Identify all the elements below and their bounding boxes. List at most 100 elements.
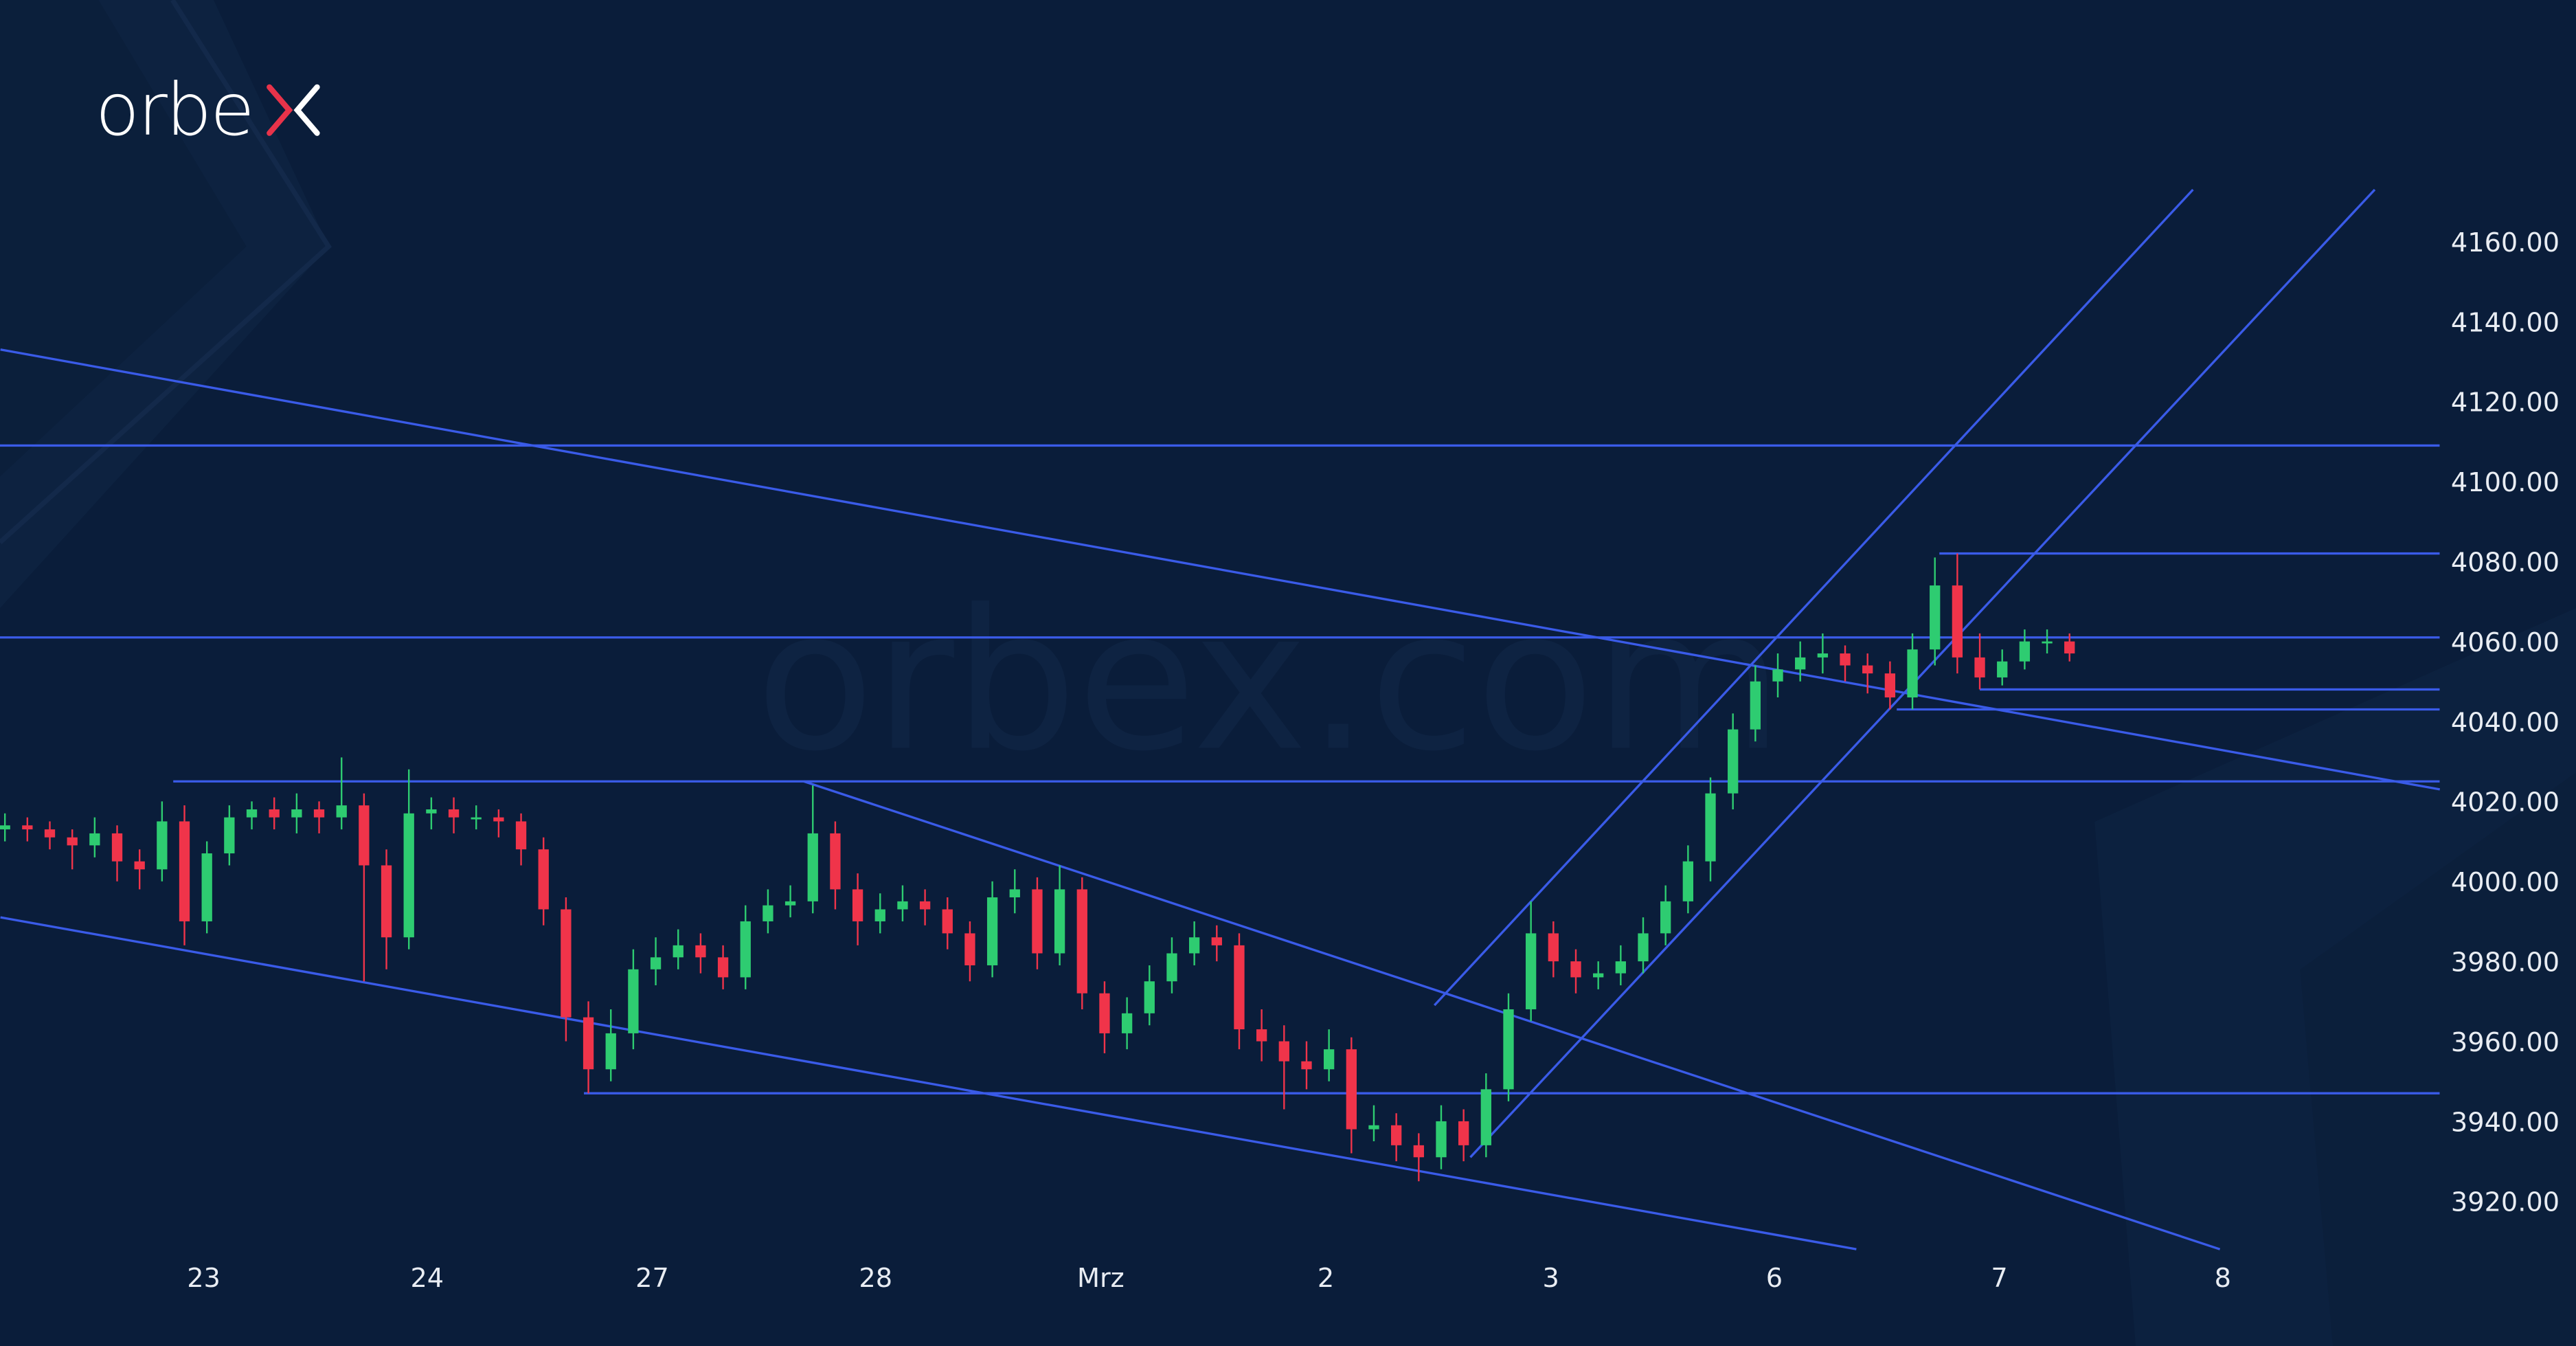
candle bbox=[1997, 649, 2008, 686]
trendline-1[interactable] bbox=[0, 916, 1857, 1250]
candle-body bbox=[1278, 1041, 1289, 1062]
candle-body bbox=[471, 817, 482, 820]
candle bbox=[1480, 1073, 1491, 1158]
trendline-0[interactable] bbox=[0, 348, 2441, 791]
trendline-3[interactable] bbox=[1433, 188, 2194, 1007]
candle-body bbox=[1884, 673, 1896, 698]
candle bbox=[403, 769, 414, 950]
candle bbox=[179, 805, 190, 945]
candle bbox=[1660, 885, 1671, 945]
candle bbox=[1728, 713, 1739, 809]
candle bbox=[1368, 1105, 1379, 1142]
candle-body bbox=[313, 809, 325, 818]
candle-body bbox=[493, 817, 504, 822]
y-tick-label: 4120.00 bbox=[2451, 388, 2560, 418]
candle bbox=[1772, 653, 1783, 698]
logo-x-white bbox=[293, 84, 320, 136]
candle-body bbox=[1413, 1145, 1424, 1158]
y-tick-label: 4160.00 bbox=[2451, 227, 2560, 258]
candle-body bbox=[1638, 933, 1649, 962]
candle bbox=[22, 817, 33, 842]
candle-body bbox=[157, 821, 168, 870]
candle bbox=[784, 885, 796, 918]
candle-body bbox=[1862, 665, 1873, 674]
candle bbox=[740, 905, 751, 989]
candle bbox=[1278, 1025, 1289, 1110]
logo: orbe bbox=[95, 67, 320, 152]
x-tick-label: 28 bbox=[859, 1263, 892, 1294]
candle-body bbox=[964, 933, 975, 965]
candle-body bbox=[2042, 641, 2053, 644]
candle bbox=[1032, 877, 1043, 969]
candle-body bbox=[1840, 653, 1851, 666]
candle-body bbox=[1750, 681, 1761, 730]
candle-body bbox=[762, 905, 773, 921]
y-axis[interactable]: 4160.00 4140.00 4120.00 4100.00 4080.00 4060.… bbox=[2451, 227, 2560, 1218]
candle bbox=[0, 813, 10, 842]
candle-body bbox=[134, 861, 145, 870]
candle bbox=[1346, 1037, 1357, 1154]
candle-body bbox=[269, 809, 280, 818]
candle-body bbox=[784, 901, 796, 906]
candle-body bbox=[1997, 661, 2008, 677]
candle-body bbox=[583, 1017, 594, 1070]
candle-body bbox=[179, 821, 190, 921]
x-axis[interactable]: 23 24 27 28 Mrz 2 3 6 7 8 bbox=[187, 1263, 2231, 1294]
y-tick-label: 4020.00 bbox=[2451, 787, 2560, 818]
candle-body bbox=[1593, 973, 1604, 978]
candle bbox=[1526, 901, 1537, 1022]
candle-body bbox=[1974, 657, 1985, 677]
candle-body bbox=[673, 945, 683, 958]
candle bbox=[1570, 949, 1581, 994]
candle-body bbox=[1458, 1121, 1469, 1145]
candle bbox=[2064, 633, 2075, 662]
candle bbox=[313, 801, 325, 833]
candle-body bbox=[1054, 889, 1065, 954]
candle-body bbox=[628, 969, 639, 1033]
candle bbox=[1413, 1133, 1424, 1182]
candle-body bbox=[807, 833, 818, 901]
candle bbox=[1436, 1105, 1447, 1169]
candle-body bbox=[89, 833, 100, 846]
candle-body bbox=[1772, 669, 1783, 682]
candle-body bbox=[1121, 1013, 1133, 1033]
candle-body bbox=[874, 909, 885, 921]
candle bbox=[986, 881, 998, 978]
candle bbox=[1054, 865, 1065, 965]
candle-body bbox=[224, 817, 235, 854]
candle bbox=[1144, 965, 1155, 1026]
chevron-shape bbox=[0, 0, 247, 477]
candle-body bbox=[515, 821, 527, 850]
x-tick-label: 23 bbox=[187, 1263, 221, 1294]
candle bbox=[1884, 661, 1896, 710]
candle bbox=[1930, 557, 1941, 666]
candle bbox=[1907, 633, 1918, 710]
candle bbox=[1817, 633, 1829, 674]
candle-body bbox=[852, 889, 863, 921]
candle-body bbox=[2064, 641, 2075, 654]
candle bbox=[919, 889, 931, 926]
watermark: orbex.com bbox=[756, 568, 1783, 794]
candle bbox=[1548, 921, 1559, 978]
candle bbox=[964, 921, 975, 982]
candle-body bbox=[1817, 653, 1829, 658]
candle-body bbox=[538, 849, 549, 910]
candle bbox=[448, 797, 460, 833]
candle-body bbox=[1570, 961, 1581, 978]
candle bbox=[1099, 981, 1110, 1053]
candle bbox=[1862, 653, 1873, 694]
candle bbox=[67, 829, 78, 870]
candle-body bbox=[1368, 1125, 1379, 1130]
candle bbox=[246, 801, 258, 830]
candle bbox=[1256, 1009, 1267, 1062]
x-tick-label: 7 bbox=[1991, 1263, 2007, 1294]
candle-body bbox=[1795, 657, 1806, 670]
x-tick-label: Mrz bbox=[1077, 1263, 1125, 1294]
candle bbox=[1593, 961, 1604, 989]
candle-body bbox=[381, 865, 392, 938]
candle-body bbox=[717, 957, 729, 978]
x-tick-label: 2 bbox=[1318, 1263, 1334, 1294]
trendline-4[interactable] bbox=[1469, 188, 2376, 1158]
